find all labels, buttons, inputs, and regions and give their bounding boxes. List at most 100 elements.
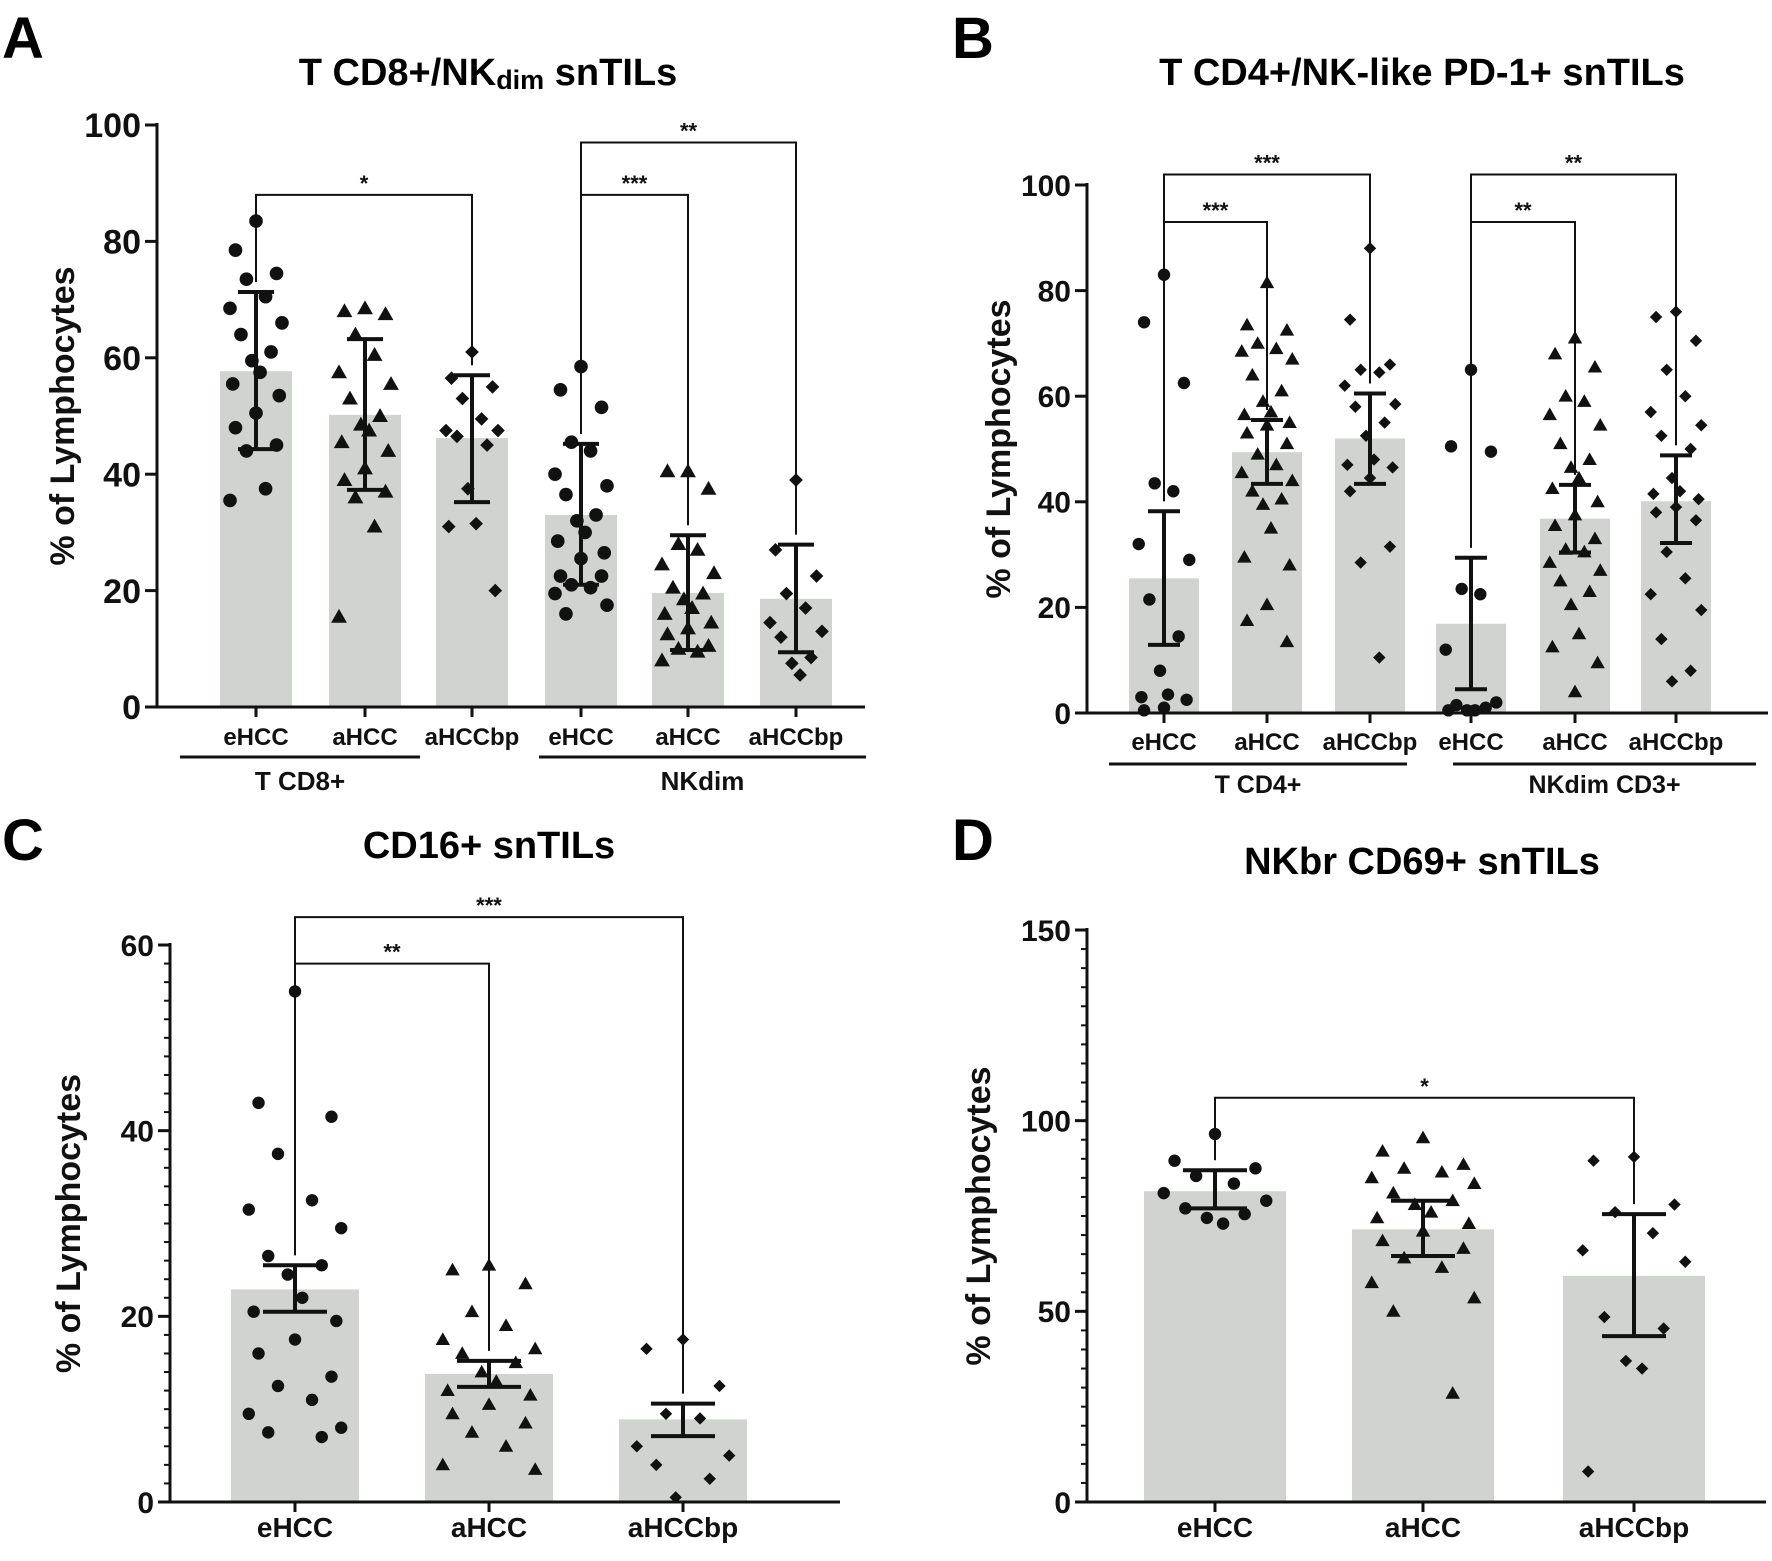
data-point — [1684, 664, 1697, 677]
data-point — [700, 480, 717, 495]
y-axis-label: % of Lymphocytes — [50, 1074, 88, 1373]
data-point — [1593, 418, 1608, 431]
data-point — [553, 569, 568, 583]
data-point — [1260, 1194, 1273, 1207]
data-point — [706, 565, 722, 580]
data-point — [1285, 473, 1300, 487]
bar — [1232, 452, 1302, 713]
data-point — [1434, 1260, 1450, 1273]
data-point — [650, 1458, 663, 1472]
data-point — [1547, 518, 1563, 531]
significance-label: ** — [680, 118, 698, 143]
data-point — [659, 626, 676, 641]
data-point — [597, 545, 612, 560]
significance-bracket — [1214, 1096, 1635, 1205]
bar — [1352, 1229, 1494, 1502]
data-point — [474, 1364, 489, 1378]
data-point — [559, 607, 573, 621]
data-point — [669, 1491, 682, 1504]
data-point — [1577, 394, 1592, 407]
data-point — [1383, 358, 1397, 371]
data-point — [1341, 458, 1354, 472]
data-point — [1396, 1161, 1412, 1174]
data-point — [1274, 383, 1289, 397]
data-point — [723, 1449, 736, 1462]
significance-bracket — [294, 916, 684, 1394]
bar — [1144, 1191, 1286, 1502]
data-point — [703, 1472, 716, 1485]
data-point — [1168, 1154, 1181, 1167]
data-point — [441, 519, 456, 534]
data-point — [1649, 310, 1663, 324]
data-point — [518, 1276, 533, 1290]
data-point — [1571, 470, 1587, 484]
data-point — [1375, 1143, 1390, 1157]
data-point — [1490, 696, 1503, 709]
data-point — [223, 301, 237, 316]
group-label: NKdim — [661, 766, 745, 796]
data-point — [785, 656, 799, 671]
panel-c: C CD16+ snTILs 0 20 40 60 eHCC aHCC aHCCbp % of… — [2, 808, 840, 1543]
data-point — [1461, 1216, 1477, 1230]
data-point — [1378, 416, 1391, 429]
y-tick-label: 20 — [103, 573, 141, 611]
data-point — [1269, 457, 1284, 471]
data-point — [315, 1430, 328, 1444]
data-point — [548, 586, 562, 601]
data-point — [1373, 651, 1386, 664]
significance-label: ** — [1565, 150, 1583, 175]
category-label: eHCC — [1131, 729, 1196, 756]
data-point — [228, 420, 243, 435]
y-tick-label: 80 — [103, 224, 141, 262]
data-point — [1189, 1169, 1203, 1183]
data-point — [225, 377, 240, 391]
data-point — [1386, 1185, 1401, 1199]
significance-bracket — [1163, 173, 1371, 502]
data-point — [703, 614, 720, 629]
data-point — [1587, 531, 1603, 545]
data-point — [498, 1439, 514, 1452]
group-label: T CD4+ — [1215, 771, 1302, 799]
data-point — [589, 508, 603, 522]
data-point — [1263, 521, 1279, 534]
significance-label: *** — [1203, 198, 1229, 223]
category-label: aHCCbp — [1579, 1512, 1689, 1543]
data-point — [262, 1426, 275, 1439]
y-tick-label: 40 — [121, 1115, 154, 1148]
data-point — [1695, 419, 1708, 432]
y-tick-label: 0 — [1054, 698, 1071, 731]
data-point — [1227, 1177, 1241, 1190]
data-point — [1692, 492, 1705, 506]
data-point — [464, 1425, 480, 1438]
data-point — [325, 1370, 338, 1383]
panel-letter-d: D — [952, 808, 994, 873]
category-label: eHCC — [257, 1512, 333, 1543]
chart-title: T CD8+/NKdim snTILs — [299, 52, 677, 95]
data-point — [1582, 452, 1597, 465]
data-point — [1455, 582, 1468, 596]
significance-bracket — [580, 141, 797, 535]
data-point — [272, 388, 287, 403]
significance-label: * — [360, 171, 369, 196]
y-tick-label: 100 — [1021, 170, 1071, 203]
data-point — [377, 483, 394, 498]
y-tick-label: 50 — [1038, 1296, 1071, 1329]
data-point — [1137, 316, 1151, 329]
data-point — [1684, 442, 1697, 456]
data-point — [1649, 506, 1663, 519]
data-point — [264, 345, 278, 359]
data-point — [1542, 555, 1557, 568]
data-point — [1563, 460, 1579, 473]
data-point — [1234, 465, 1249, 479]
data-point — [439, 423, 453, 438]
data-point — [774, 630, 788, 644]
data-point — [1364, 1275, 1379, 1289]
data-point — [550, 534, 565, 548]
data-point — [288, 1333, 302, 1346]
data-point — [1263, 404, 1279, 418]
category-label: aHCCbp — [425, 724, 520, 751]
data-point — [252, 1347, 265, 1360]
data-point — [480, 438, 494, 452]
data-point — [1590, 494, 1605, 508]
data-point — [1279, 634, 1295, 648]
